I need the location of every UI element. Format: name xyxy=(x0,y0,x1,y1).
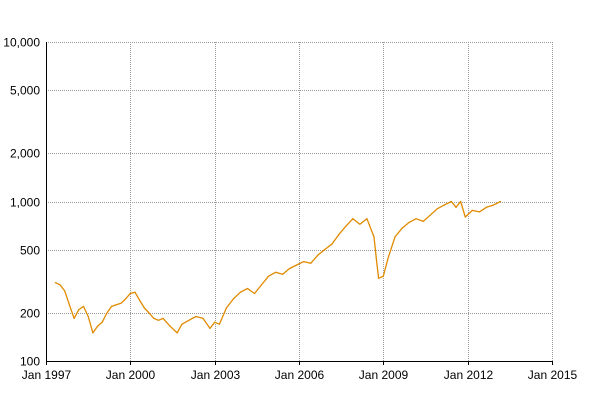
series-line xyxy=(55,200,501,334)
data-point xyxy=(232,298,234,300)
data-point xyxy=(478,211,480,213)
data-point xyxy=(382,275,384,277)
data-point xyxy=(499,200,502,203)
data-point xyxy=(73,317,75,319)
data-point xyxy=(378,277,380,279)
x-tick-label: Jan 2012 xyxy=(444,368,494,382)
data-point xyxy=(176,332,178,334)
data-point xyxy=(359,223,361,225)
data-point xyxy=(101,321,103,323)
data-point xyxy=(485,206,487,208)
data-point xyxy=(218,323,220,325)
data-point xyxy=(169,325,171,327)
x-tick-label: Jan 2015 xyxy=(528,368,578,382)
data-point xyxy=(134,291,136,293)
data-point xyxy=(162,317,164,319)
data-point xyxy=(120,302,122,304)
data-point xyxy=(96,325,99,327)
data-point xyxy=(188,319,190,321)
series-group xyxy=(54,200,502,334)
data-point xyxy=(408,221,410,223)
x-tick-label: Jan 1997 xyxy=(22,368,72,382)
data-point xyxy=(331,243,333,245)
data-point xyxy=(239,291,241,293)
data-point xyxy=(115,304,117,306)
y-tick-label: 5,000 xyxy=(10,84,40,98)
data-point xyxy=(338,234,340,236)
data-point xyxy=(202,317,204,319)
data-point xyxy=(366,218,368,220)
data-point xyxy=(214,321,216,323)
data-point xyxy=(352,218,354,220)
data-point xyxy=(394,236,396,238)
data-point xyxy=(464,216,466,218)
y-axis-tick-labels: 100 200 500 1,000 2,000 5,000 10,000 xyxy=(3,36,40,369)
data-point xyxy=(401,227,403,229)
data-point xyxy=(375,257,377,259)
data-point xyxy=(139,299,141,301)
data-point xyxy=(209,327,211,329)
x-tick-label: Jan 2000 xyxy=(106,368,156,382)
data-point xyxy=(54,282,57,284)
y-tick-label: 500 xyxy=(20,244,40,258)
data-point xyxy=(87,315,89,318)
data-point xyxy=(317,254,319,256)
y-tick-label: 1,000 xyxy=(10,196,40,210)
data-point xyxy=(78,309,80,311)
y-tick-label: 2,000 xyxy=(10,147,40,161)
grid xyxy=(46,42,553,362)
data-point xyxy=(450,200,452,203)
data-point xyxy=(443,204,445,206)
data-point xyxy=(111,305,113,307)
data-point xyxy=(181,323,183,325)
data-point xyxy=(68,304,70,306)
data-point xyxy=(436,208,438,210)
x-tick-label: Jan 2006 xyxy=(275,368,325,382)
data-point xyxy=(246,287,249,290)
y-tick-label: 10,000 xyxy=(3,36,40,50)
data-point xyxy=(345,225,347,227)
y-tick-label: 100 xyxy=(20,355,40,369)
data-point xyxy=(143,307,145,309)
data-point xyxy=(422,220,424,222)
data-point xyxy=(225,307,227,309)
x-tick-label: Jan 2003 xyxy=(191,368,241,382)
data-point xyxy=(195,315,197,318)
data-point xyxy=(387,257,389,259)
x-tick-label: Jan 2009 xyxy=(359,368,409,382)
data-point xyxy=(296,264,298,266)
axes xyxy=(46,42,553,365)
data-point xyxy=(310,262,312,264)
data-point xyxy=(260,284,263,286)
data-point xyxy=(92,332,94,334)
data-point xyxy=(106,312,108,314)
data-point xyxy=(471,209,473,211)
data-point xyxy=(129,292,131,295)
data-point xyxy=(289,267,291,270)
data-point xyxy=(253,292,256,295)
data-point xyxy=(59,284,61,286)
data-point xyxy=(64,290,66,292)
data-point xyxy=(415,218,417,220)
data-point xyxy=(82,305,85,307)
data-point xyxy=(429,214,431,216)
data-point xyxy=(282,273,284,275)
x-axis-tick-labels: Jan 1997 Jan 2000 Jan 2003 Jan 2006 Jan 2009… xyxy=(22,368,578,382)
data-point xyxy=(492,204,494,206)
y-tick-label: 200 xyxy=(20,307,40,321)
data-point xyxy=(153,317,155,319)
data-point xyxy=(373,236,375,238)
data-point xyxy=(324,248,326,251)
data-point xyxy=(148,312,150,314)
data-point xyxy=(275,271,277,273)
data-point xyxy=(157,319,159,321)
data-point xyxy=(267,275,270,277)
data-point xyxy=(303,261,305,263)
data-point xyxy=(460,200,462,203)
data-point xyxy=(455,206,457,208)
data-point xyxy=(125,298,127,300)
